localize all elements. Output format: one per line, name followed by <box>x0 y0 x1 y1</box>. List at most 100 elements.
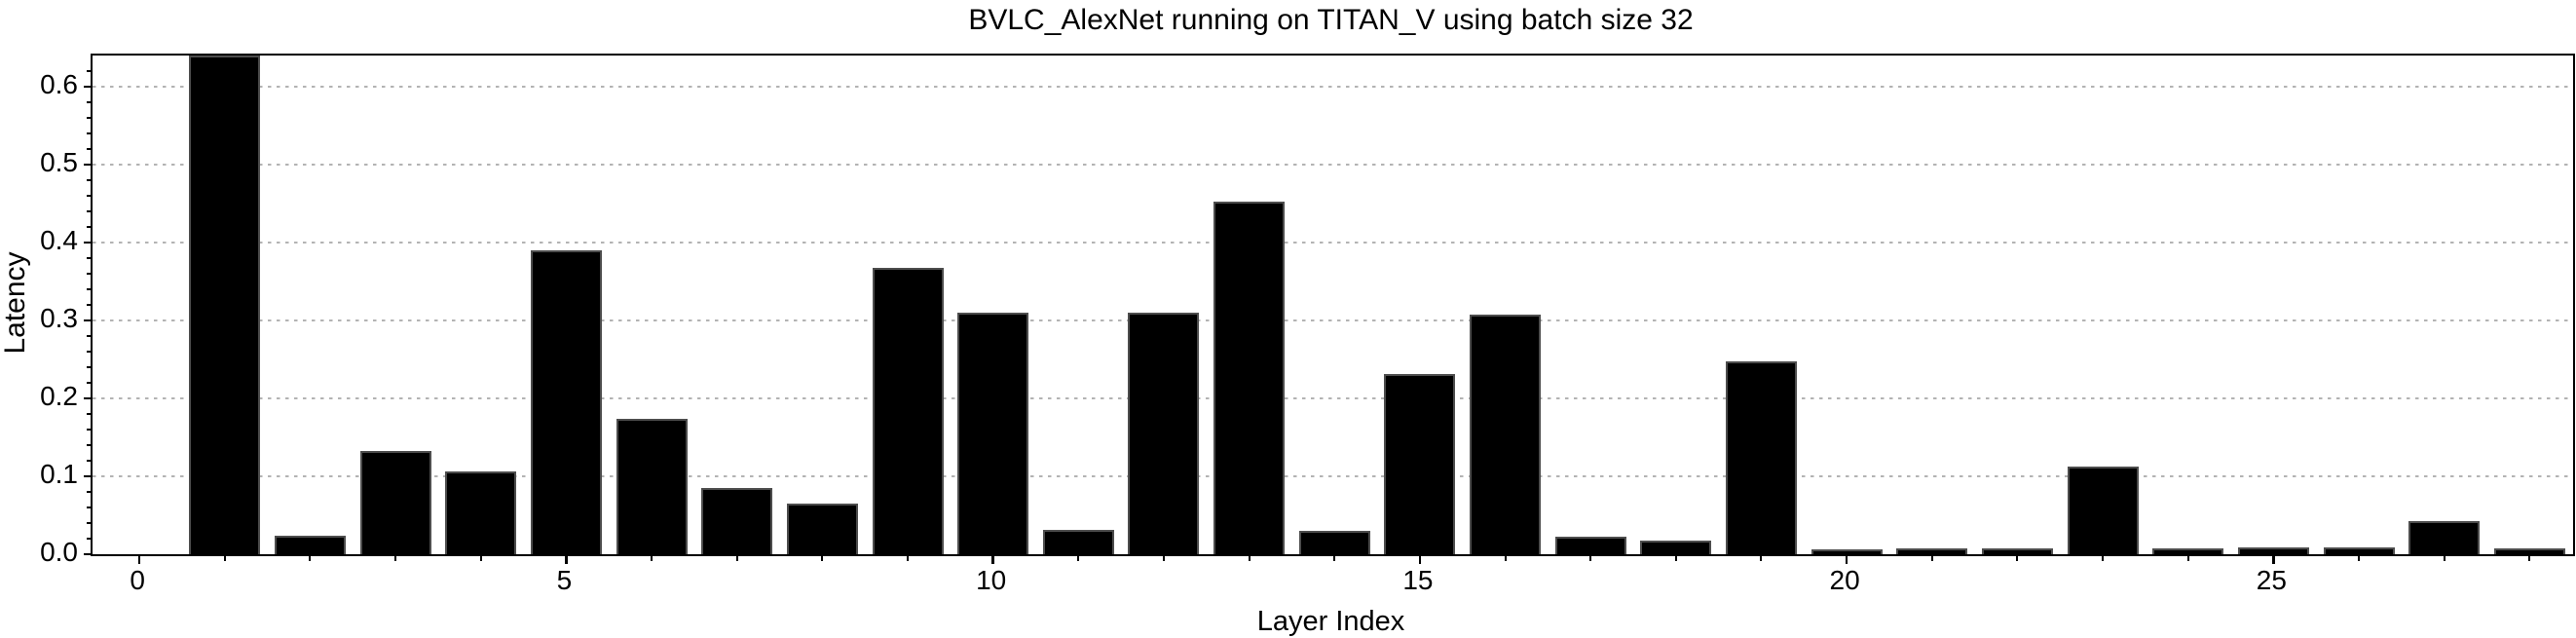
bar <box>1128 313 1200 554</box>
y-minor-tick <box>86 444 91 446</box>
y-tick-label: 0.6 <box>40 69 78 99</box>
y-minor-tick <box>86 70 91 72</box>
y-minor-tick <box>86 460 91 462</box>
x-tick-label: 10 <box>976 565 1007 595</box>
x-minor-tick <box>1248 554 1251 561</box>
x-tick-label: 5 <box>556 565 573 595</box>
bar <box>1213 201 1286 554</box>
y-minor-tick <box>86 335 91 337</box>
y-minor-tick <box>86 413 91 415</box>
y-minor-tick <box>86 117 91 119</box>
bar <box>1640 540 1712 554</box>
x-minor-tick <box>1589 554 1592 561</box>
y-minor-tick <box>86 382 91 384</box>
x-minor-tick <box>309 554 312 561</box>
y-tick-label: 0.5 <box>40 147 78 177</box>
y-major-tick <box>84 85 91 89</box>
y-minor-tick <box>86 101 91 103</box>
y-tick-label: 0.4 <box>40 225 78 255</box>
bar <box>2237 546 2309 554</box>
x-minor-tick <box>2016 554 2019 561</box>
bar <box>1554 536 1626 554</box>
x-minor-tick <box>2186 554 2189 561</box>
y-gridline <box>93 241 2573 244</box>
y-major-tick <box>84 552 91 556</box>
y-tick-label: 0.1 <box>40 459 78 489</box>
x-major-tick <box>2272 554 2275 564</box>
x-tick-label: 15 <box>1402 565 1434 595</box>
x-minor-tick <box>907 554 910 561</box>
bar <box>786 504 858 554</box>
x-minor-tick <box>394 554 397 561</box>
x-minor-tick <box>223 554 226 561</box>
x-major-tick <box>1845 554 1848 564</box>
y-minor-tick <box>86 148 91 150</box>
bar <box>2323 546 2395 554</box>
x-tick-label: 20 <box>1829 565 1860 595</box>
y-gridline <box>93 163 2573 167</box>
bar <box>189 56 261 554</box>
bar <box>2067 466 2139 554</box>
y-major-tick <box>84 163 91 167</box>
x-minor-tick <box>1930 554 1933 561</box>
y-minor-tick <box>86 132 91 134</box>
bar <box>1725 361 1797 554</box>
y-minor-tick <box>86 195 91 197</box>
y-minor-tick <box>86 366 91 368</box>
x-minor-tick <box>2358 554 2360 561</box>
y-minor-tick <box>86 351 91 353</box>
bar <box>616 418 688 554</box>
x-minor-tick <box>651 554 653 561</box>
bar <box>2493 547 2565 554</box>
bar <box>957 313 1029 554</box>
x-minor-tick <box>2528 554 2531 561</box>
y-minor-tick <box>86 226 91 228</box>
y-major-tick <box>84 241 91 244</box>
x-minor-tick <box>479 554 482 561</box>
y-tick-label: 0.3 <box>40 303 78 333</box>
bar <box>359 451 431 554</box>
x-major-tick <box>991 554 994 564</box>
x-major-tick <box>565 554 568 564</box>
y-tick-label: 0.2 <box>40 381 78 411</box>
x-minor-tick <box>1674 554 1677 561</box>
bar <box>1981 547 2053 554</box>
y-minor-tick <box>86 273 91 275</box>
bar <box>1298 531 1370 554</box>
x-minor-tick <box>1760 554 1763 561</box>
y-minor-tick <box>86 304 91 306</box>
x-major-tick <box>1418 554 1422 564</box>
y-minor-tick <box>86 522 91 524</box>
bar <box>274 535 346 554</box>
x-minor-tick <box>1333 554 1336 561</box>
x-minor-tick <box>1077 554 1080 561</box>
x-minor-tick <box>2102 554 2105 561</box>
y-minor-tick <box>86 210 91 212</box>
x-axis-label: Layer Index <box>1256 606 1405 637</box>
y-gridline <box>93 396 2573 400</box>
x-minor-tick <box>2443 554 2445 561</box>
y-minor-tick <box>86 429 91 431</box>
x-minor-tick <box>1162 554 1165 561</box>
bar <box>2408 521 2481 554</box>
bar <box>872 268 944 554</box>
y-major-tick <box>84 319 91 322</box>
y-minor-tick <box>86 491 91 493</box>
y-major-tick <box>84 396 91 400</box>
y-major-tick <box>84 474 91 478</box>
x-tick-label: 25 <box>2256 565 2287 595</box>
y-gridline <box>93 474 2573 478</box>
bar <box>1042 530 1114 554</box>
y-gridline <box>93 85 2573 89</box>
bar <box>1896 547 1968 554</box>
bar <box>445 471 517 554</box>
y-minor-tick <box>86 507 91 508</box>
bar <box>1384 374 1456 554</box>
y-gridline <box>93 319 2573 322</box>
y-minor-tick <box>86 257 91 259</box>
bar <box>1470 315 1542 554</box>
y-tick-label: 0.0 <box>40 537 78 567</box>
bar <box>1811 549 1883 554</box>
x-major-tick <box>137 554 141 564</box>
bar <box>2152 547 2224 554</box>
